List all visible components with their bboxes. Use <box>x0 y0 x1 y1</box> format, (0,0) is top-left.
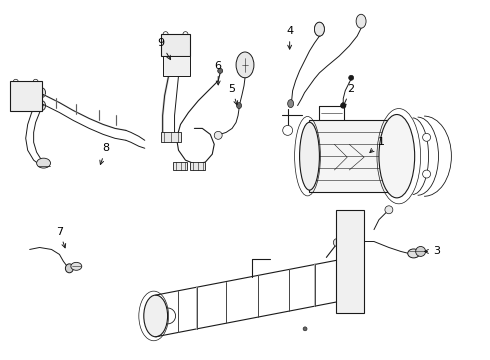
Ellipse shape <box>349 75 354 80</box>
Ellipse shape <box>385 206 393 214</box>
Ellipse shape <box>416 247 426 256</box>
Ellipse shape <box>333 239 341 247</box>
Ellipse shape <box>163 32 168 37</box>
Ellipse shape <box>283 125 293 135</box>
Ellipse shape <box>408 249 419 258</box>
Ellipse shape <box>237 103 242 109</box>
Bar <box>161 132 180 142</box>
Bar <box>10 81 42 111</box>
Ellipse shape <box>341 103 346 108</box>
Ellipse shape <box>170 50 175 56</box>
Ellipse shape <box>172 62 180 70</box>
Ellipse shape <box>13 79 18 84</box>
Ellipse shape <box>303 327 307 331</box>
Text: 1: 1 <box>370 137 385 153</box>
Bar <box>336 210 364 313</box>
Text: 9: 9 <box>157 38 171 60</box>
Ellipse shape <box>338 286 343 291</box>
Ellipse shape <box>144 295 168 337</box>
Bar <box>191 162 205 170</box>
Ellipse shape <box>338 232 343 237</box>
Ellipse shape <box>422 170 431 178</box>
Ellipse shape <box>358 286 363 291</box>
Ellipse shape <box>288 100 294 108</box>
Ellipse shape <box>38 88 46 98</box>
Ellipse shape <box>356 14 366 28</box>
Ellipse shape <box>342 239 361 280</box>
Ellipse shape <box>379 114 415 198</box>
Ellipse shape <box>218 68 222 73</box>
Bar <box>310 121 397 192</box>
Text: 7: 7 <box>56 226 66 248</box>
Ellipse shape <box>183 32 188 37</box>
Ellipse shape <box>422 133 431 141</box>
Bar <box>163 56 191 76</box>
Bar <box>161 34 191 56</box>
Ellipse shape <box>38 100 46 111</box>
Text: 6: 6 <box>215 61 221 85</box>
Ellipse shape <box>315 22 324 36</box>
Ellipse shape <box>214 131 222 139</box>
Ellipse shape <box>236 52 254 78</box>
Text: 8: 8 <box>100 143 110 165</box>
Ellipse shape <box>338 226 362 297</box>
Ellipse shape <box>71 262 82 270</box>
Ellipse shape <box>33 79 38 84</box>
Text: 5: 5 <box>229 84 238 105</box>
Text: 3: 3 <box>424 247 440 256</box>
Ellipse shape <box>358 232 363 237</box>
Bar <box>172 162 188 170</box>
Text: 4: 4 <box>286 26 293 49</box>
Text: 2: 2 <box>343 84 355 107</box>
Ellipse shape <box>299 122 319 190</box>
Ellipse shape <box>65 264 74 273</box>
Ellipse shape <box>37 158 50 168</box>
